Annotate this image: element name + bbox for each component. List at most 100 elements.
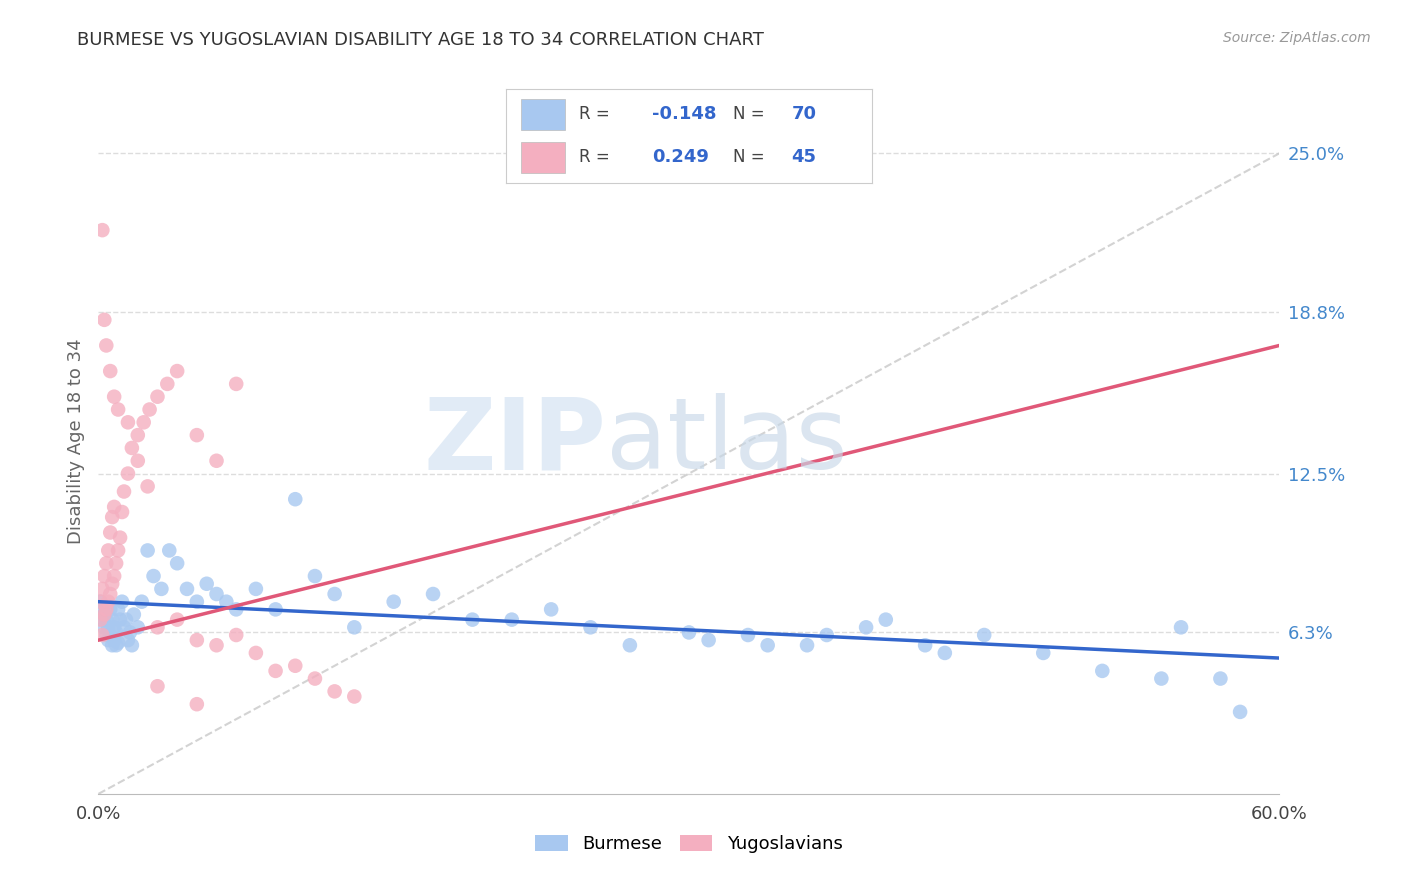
Point: [146, 390, 169, 404]
Point: [138, 402, 160, 417]
Point: [284, 492, 307, 507]
Point: [186, 428, 208, 442]
Point: [98, 602, 121, 616]
Point: [136, 543, 159, 558]
Text: N =: N =: [733, 105, 769, 123]
Point: [96, 556, 118, 570]
Point: [737, 628, 759, 642]
Point: [619, 638, 641, 652]
Text: BURMESE VS YUGOSLAVIAN DISABILITY AGE 18 TO 34 CORRELATION CHART: BURMESE VS YUGOSLAVIAN DISABILITY AGE 18…: [77, 31, 765, 49]
Point: [461, 613, 484, 627]
Point: [166, 556, 188, 570]
Point: [934, 646, 956, 660]
Point: [579, 620, 602, 634]
Point: [1209, 672, 1232, 686]
Point: [107, 543, 129, 558]
Point: [796, 638, 818, 652]
Point: [93, 607, 115, 622]
Point: [264, 664, 287, 678]
Point: [93, 607, 115, 622]
Point: [96, 602, 118, 616]
Point: [117, 467, 139, 481]
Point: [98, 525, 121, 540]
Text: R =: R =: [579, 105, 616, 123]
Point: [89, 613, 111, 627]
Point: [343, 620, 366, 634]
Point: [107, 402, 129, 417]
Point: [304, 569, 326, 583]
Point: [323, 684, 346, 698]
Point: [678, 625, 700, 640]
Point: [121, 441, 143, 455]
Point: [97, 595, 120, 609]
Point: [304, 672, 326, 686]
Point: [91, 613, 114, 627]
Point: [1150, 672, 1173, 686]
Point: [914, 638, 936, 652]
Point: [146, 679, 169, 693]
Point: [875, 613, 897, 627]
Point: [103, 620, 125, 634]
Point: [117, 415, 139, 429]
Point: [186, 633, 208, 648]
Point: [501, 613, 523, 627]
Point: [166, 364, 188, 378]
Point: [103, 569, 125, 583]
Point: [101, 576, 124, 591]
Point: [855, 620, 877, 634]
Point: [1091, 664, 1114, 678]
Point: [1032, 646, 1054, 660]
Point: [98, 364, 121, 378]
Point: [142, 569, 165, 583]
Point: [225, 628, 247, 642]
Point: [89, 595, 111, 609]
Point: [150, 582, 173, 596]
Point: [205, 638, 228, 652]
Text: N =: N =: [733, 148, 769, 166]
Point: [91, 582, 114, 596]
Point: [284, 658, 307, 673]
Point: [101, 638, 124, 652]
Point: [108, 531, 131, 545]
Point: [245, 646, 267, 660]
Point: [118, 625, 141, 640]
Point: [1170, 620, 1192, 634]
Point: [540, 602, 562, 616]
Point: [103, 390, 125, 404]
Point: [101, 613, 124, 627]
Point: [93, 313, 115, 327]
Point: [91, 602, 114, 616]
Point: [112, 484, 135, 499]
Point: [245, 582, 267, 596]
Point: [96, 613, 118, 627]
Point: [166, 613, 188, 627]
Point: [323, 587, 346, 601]
Point: [205, 454, 228, 468]
Point: [225, 376, 247, 391]
Y-axis label: Disability Age 18 to 34: Disability Age 18 to 34: [66, 339, 84, 544]
Point: [156, 376, 179, 391]
Point: [98, 628, 121, 642]
Point: [186, 697, 208, 711]
Point: [122, 607, 145, 622]
Bar: [520, 98, 565, 130]
Point: [103, 500, 125, 514]
Point: [103, 633, 125, 648]
Point: [215, 595, 238, 609]
Point: [127, 620, 149, 634]
Point: [107, 636, 129, 650]
Point: [93, 620, 115, 634]
Point: [98, 587, 121, 601]
Point: [225, 602, 247, 616]
Point: [195, 576, 218, 591]
Point: [93, 569, 115, 583]
Point: [108, 613, 131, 627]
Point: [111, 505, 134, 519]
Point: [132, 415, 155, 429]
Point: [97, 633, 120, 648]
Point: [121, 638, 143, 652]
Point: [973, 628, 995, 642]
Text: -0.148: -0.148: [652, 105, 717, 123]
Point: [815, 628, 838, 642]
Bar: [520, 142, 565, 173]
